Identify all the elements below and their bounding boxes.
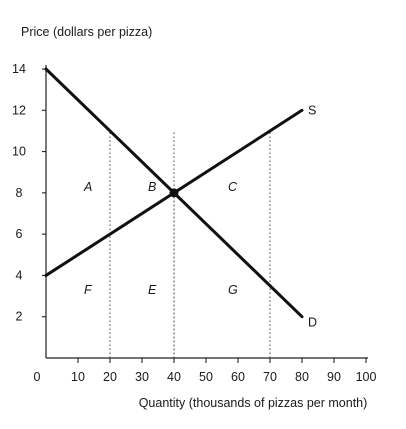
area-label-f: F (84, 283, 93, 297)
area-label-g: G (228, 283, 238, 297)
y-tick-label: 14 (12, 62, 26, 76)
x-tick-label: 100 (356, 370, 377, 384)
y-tick-label: 12 (12, 103, 26, 117)
area-label-a: A (83, 180, 92, 194)
x-tick-label: 40 (167, 370, 181, 384)
area-label-e: E (148, 283, 157, 297)
y-tick-label: 6 (16, 227, 23, 241)
equilibrium-point (169, 188, 179, 198)
y-tick-label: 2 (16, 310, 23, 324)
x-tick-label: 0 (34, 370, 41, 384)
x-axis-label: Quantity (thousands of pizzas per month) (139, 396, 368, 410)
x-tick-label: 10 (71, 370, 85, 384)
y-tick-label: 10 (12, 145, 26, 159)
x-tick-label: 60 (231, 370, 245, 384)
y-axis-label: Price (dollars per pizza) (21, 25, 152, 39)
series-label-d: D (308, 316, 317, 330)
x-tick-label: 80 (295, 370, 309, 384)
x-tick-label: 20 (103, 370, 117, 384)
x-tick-label: 90 (327, 370, 341, 384)
plot-area: 0 10 20 30 40 50 60 70 80 90 100 2 4 6 8 10 12 14 S D A B C F E G (12, 62, 376, 384)
x-tick-label: 70 (263, 370, 277, 384)
y-tick-label: 4 (16, 268, 23, 282)
x-tick-label: 50 (199, 370, 213, 384)
area-label-b: B (148, 180, 156, 194)
x-tick-label: 30 (135, 370, 149, 384)
series-label-s: S (308, 103, 316, 117)
area-label-c: C (228, 180, 238, 194)
y-tick-label: 8 (16, 186, 23, 200)
